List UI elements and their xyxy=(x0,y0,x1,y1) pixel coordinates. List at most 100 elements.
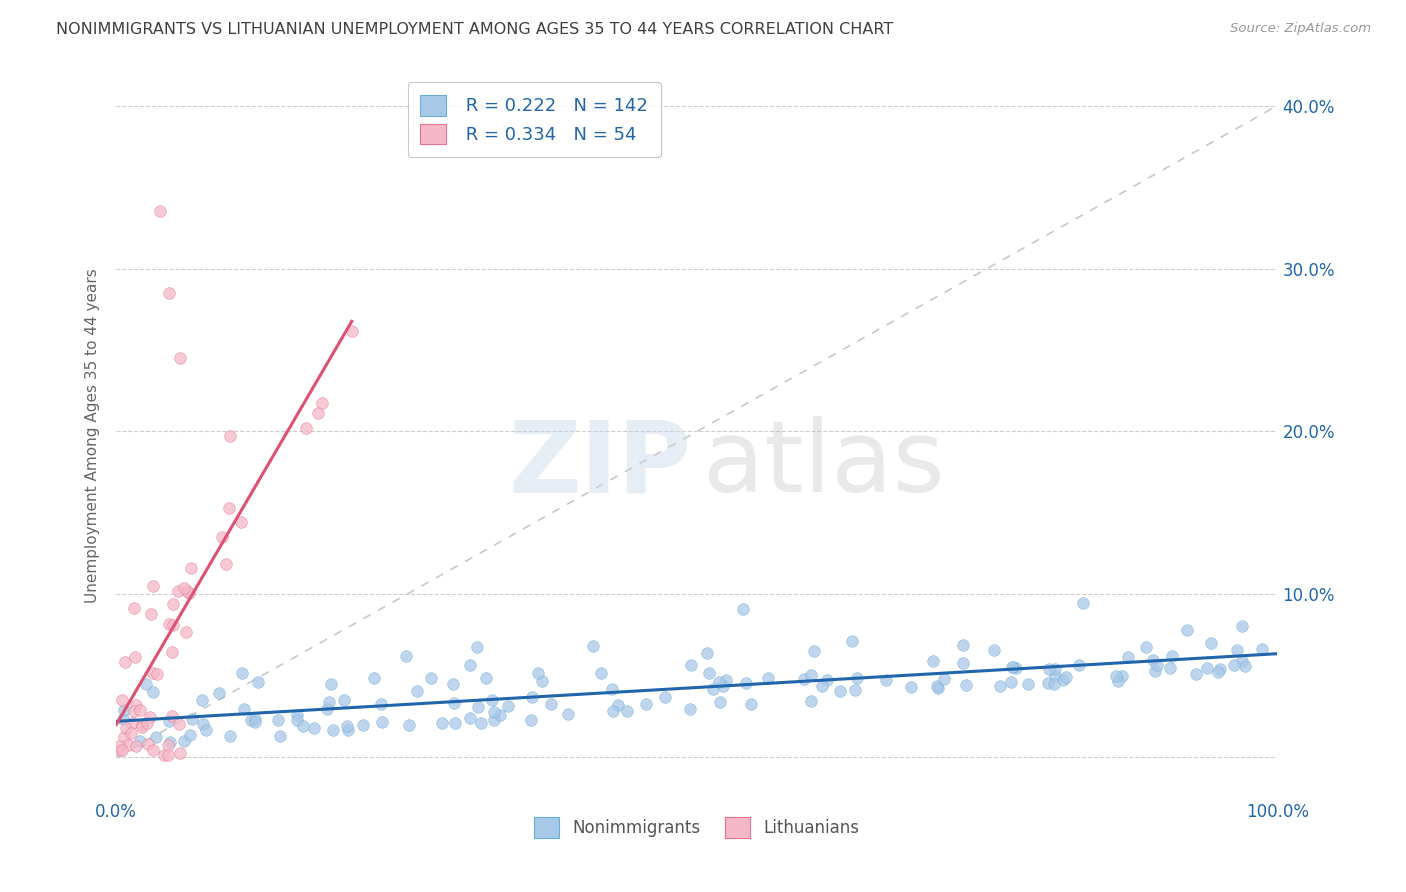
Point xyxy=(160,709,183,723)
Point xyxy=(267,713,290,727)
Text: NONIMMIGRANTS VS LITHUANIAN UNEMPLOYMENT AMONG AGES 35 TO 44 YEARS CORRELATION C: NONIMMIGRANTS VS LITHUANIAN UNEMPLOYMENT… xyxy=(56,22,893,37)
Point xyxy=(696,646,718,660)
Point xyxy=(139,710,162,724)
Point xyxy=(162,597,184,611)
Point xyxy=(146,666,169,681)
Point xyxy=(474,671,496,685)
Point xyxy=(231,516,253,530)
Point xyxy=(467,640,489,654)
Point xyxy=(844,682,866,697)
Point xyxy=(162,617,184,632)
Point xyxy=(128,703,150,717)
Y-axis label: Unemployment Among Ages 35 to 44 years: Unemployment Among Ages 35 to 44 years xyxy=(86,268,100,603)
Point xyxy=(1142,653,1164,667)
Point xyxy=(304,721,326,735)
Point xyxy=(180,712,202,726)
Point xyxy=(482,713,505,727)
Point xyxy=(117,738,139,752)
Point xyxy=(519,713,541,727)
Point xyxy=(709,695,731,709)
Point xyxy=(405,684,427,698)
Point xyxy=(336,719,359,733)
Point xyxy=(142,665,165,680)
Point xyxy=(925,679,948,693)
Point xyxy=(602,704,624,718)
Point xyxy=(114,655,136,669)
Point xyxy=(218,729,240,743)
Point xyxy=(141,607,163,621)
Point xyxy=(600,681,623,696)
Point xyxy=(921,654,943,668)
Point xyxy=(108,739,131,754)
Point xyxy=(177,586,200,600)
Point xyxy=(1230,619,1253,633)
Point xyxy=(1251,641,1274,656)
Point xyxy=(395,648,418,663)
Point xyxy=(166,583,188,598)
Point xyxy=(681,658,703,673)
Point xyxy=(124,698,146,712)
Point xyxy=(292,719,315,733)
Point xyxy=(295,421,318,435)
Point xyxy=(799,667,821,681)
Point xyxy=(983,643,1005,657)
Point xyxy=(1161,649,1184,664)
Point xyxy=(142,684,165,698)
Point xyxy=(122,704,145,718)
Point xyxy=(122,601,145,615)
Point xyxy=(934,673,956,687)
Point xyxy=(1052,673,1074,688)
Point xyxy=(1223,658,1246,673)
Point xyxy=(173,733,195,747)
Point xyxy=(129,734,152,748)
Point xyxy=(191,716,214,731)
Point xyxy=(157,747,180,762)
Point xyxy=(219,429,242,443)
Point xyxy=(952,638,974,652)
Point xyxy=(793,672,815,686)
Point xyxy=(142,579,165,593)
Point xyxy=(458,658,481,673)
Point xyxy=(371,714,394,729)
Point xyxy=(443,697,465,711)
Point xyxy=(711,679,734,693)
Point xyxy=(1232,654,1254,668)
Point xyxy=(740,697,762,711)
Legend: Nonimmigrants, Lithuanians: Nonimmigrants, Lithuanians xyxy=(527,811,866,844)
Point xyxy=(800,694,823,708)
Point xyxy=(319,677,342,691)
Point xyxy=(654,690,676,704)
Point xyxy=(1000,675,1022,690)
Point xyxy=(112,730,135,744)
Point xyxy=(1226,643,1249,657)
Text: ZIP: ZIP xyxy=(508,416,690,513)
Point xyxy=(1054,669,1077,683)
Point xyxy=(153,747,176,762)
Point xyxy=(180,561,202,575)
Point xyxy=(952,657,974,671)
Point xyxy=(1111,668,1133,682)
Point xyxy=(557,706,579,721)
Point xyxy=(179,728,201,742)
Point xyxy=(1233,659,1256,673)
Point xyxy=(1209,662,1232,676)
Point xyxy=(1067,658,1090,673)
Point xyxy=(370,697,392,711)
Point xyxy=(927,681,949,696)
Point xyxy=(803,644,825,658)
Point xyxy=(678,702,700,716)
Point xyxy=(307,406,329,420)
Point xyxy=(1038,662,1060,676)
Point xyxy=(318,695,340,709)
Point xyxy=(208,686,231,700)
Point xyxy=(1017,677,1039,691)
Point xyxy=(1005,661,1028,675)
Point xyxy=(333,692,356,706)
Point xyxy=(731,601,754,615)
Point xyxy=(616,704,638,718)
Point xyxy=(714,673,737,687)
Point xyxy=(735,676,758,690)
Point xyxy=(606,698,628,712)
Point xyxy=(114,721,136,735)
Text: atlas: atlas xyxy=(703,416,945,513)
